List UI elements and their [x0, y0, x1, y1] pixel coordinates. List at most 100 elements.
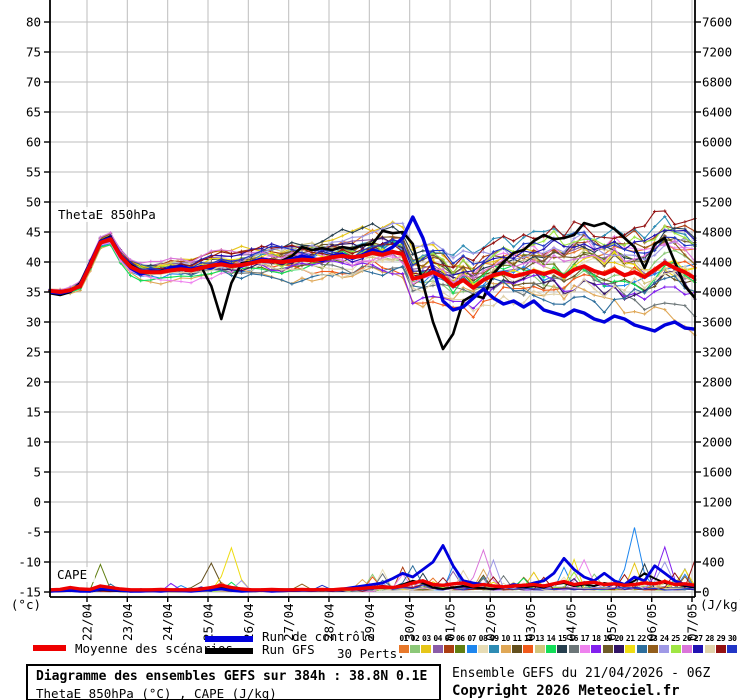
pert-02: 02 — [409, 634, 420, 653]
date-label: 03/05 — [523, 603, 538, 641]
pert-number: 06 — [455, 634, 465, 643]
svg-text:4400: 4400 — [702, 255, 732, 270]
pert-color-swatch — [557, 645, 568, 653]
diagram-subtitle: ThetaE 850hPa (°C) , CAPE (J/kg) — [36, 686, 277, 700]
pert-number: 17 — [580, 634, 590, 643]
svg-text:7600: 7600 — [702, 15, 732, 30]
svg-text:80: 80 — [26, 15, 41, 30]
svg-text:30: 30 — [26, 315, 41, 330]
pert-07: 07 — [466, 634, 477, 653]
pert-color-swatch — [591, 645, 602, 653]
date-label: 23/04 — [120, 603, 135, 641]
svg-text:15: 15 — [26, 405, 41, 420]
pert-number: 30 — [727, 634, 737, 643]
pert-11: 11 — [511, 634, 522, 653]
pert-12: 12 — [523, 634, 534, 653]
gfs-line-swatch — [205, 648, 253, 654]
svg-text:1200: 1200 — [702, 495, 732, 510]
svg-text:5600: 5600 — [702, 165, 732, 180]
right-axis-unit: (J/kg) — [700, 597, 740, 612]
date-label: 28/04 — [322, 603, 337, 641]
control-line-swatch — [205, 636, 253, 642]
pert-01: 01 — [398, 634, 409, 653]
pert-color-swatch — [602, 645, 613, 653]
pert-number: 28 — [705, 634, 714, 643]
pert-26: 26 — [681, 634, 692, 653]
pert-color-swatch — [613, 645, 624, 653]
thetae-series-label: ThetaE 850hPa — [58, 207, 156, 222]
svg-text:70: 70 — [26, 75, 41, 90]
svg-text:1600: 1600 — [702, 465, 732, 480]
pert-color-swatch — [432, 645, 443, 653]
pert-number: 12 — [523, 634, 533, 643]
pert-color-swatch — [523, 645, 534, 653]
pert-color-swatch — [670, 645, 681, 653]
pert-20: 20 — [613, 634, 624, 653]
pert-25: 25 — [670, 634, 681, 653]
run-info: Ensemble GEFS du 21/04/2026 - 06Z — [452, 666, 711, 681]
pert-number: 18 — [591, 634, 601, 643]
pert-15: 15 — [557, 634, 568, 653]
pert-27: 27 — [693, 634, 704, 653]
date-label: 06/05 — [644, 603, 659, 641]
svg-text:-15: -15 — [18, 585, 41, 600]
pert-color-swatch — [545, 645, 556, 653]
pert-18: 18 — [591, 634, 602, 653]
pert-color-swatch — [636, 645, 647, 653]
pert-color-swatch — [511, 645, 522, 653]
pert-number: 03 — [422, 634, 431, 643]
pert-color-swatch — [681, 645, 692, 653]
svg-text:5200: 5200 — [702, 195, 732, 210]
pert-color-swatch — [727, 645, 738, 653]
mean-line-swatch — [33, 645, 66, 651]
date-label: 25/04 — [201, 603, 216, 641]
date-label: 30/04 — [402, 603, 417, 641]
pert-24: 24 — [659, 634, 670, 653]
pert-21: 21 — [625, 634, 636, 653]
pert-color-swatch — [715, 645, 726, 653]
svg-text:6400: 6400 — [702, 105, 732, 120]
perturbation-legend: 01 02 03 04 05 06 07 08 09 10 11 12 13 14 15 16 17 18 19 20… — [398, 634, 739, 653]
pert-08: 08 — [477, 634, 488, 653]
pert-number: 04 — [433, 634, 442, 643]
pert-color-swatch — [489, 645, 500, 653]
pert-10: 10 — [500, 634, 511, 653]
svg-text:400: 400 — [702, 555, 725, 570]
gfs-line — [49, 221, 696, 593]
svg-text:65: 65 — [26, 105, 41, 120]
svg-text:6000: 6000 — [702, 135, 732, 150]
legend-control-label: Run de contrôle — [262, 629, 375, 644]
pert-number: 19 — [603, 634, 612, 643]
mean-line — [49, 237, 697, 592]
pert-03: 03 — [421, 634, 432, 653]
cape-series-label: CAPE — [57, 567, 87, 582]
date-label: 04/05 — [564, 603, 579, 641]
svg-text:5: 5 — [33, 465, 41, 480]
pert-number: 24 — [659, 634, 669, 643]
svg-text:4800: 4800 — [702, 225, 732, 240]
pert-color-swatch — [579, 645, 590, 653]
pert-color-swatch — [693, 645, 704, 653]
pert-color-swatch — [704, 645, 715, 653]
axes — [49, 0, 696, 598]
date-label: 02/05 — [483, 603, 498, 641]
pert-22: 22 — [636, 634, 647, 653]
pert-number: 21 — [625, 634, 635, 643]
pert-13: 13 — [534, 634, 545, 653]
svg-text:3200: 3200 — [702, 345, 732, 360]
pert-19: 19 — [602, 634, 613, 653]
ensemble-chart: ThetaE 850hPa CAPE 807570656055504540353… — [11, 0, 740, 642]
axis-labels: 80757065605550454035302520151050-5-10-15… — [11, 15, 740, 642]
svg-text:35: 35 — [26, 285, 41, 300]
svg-text:0: 0 — [33, 495, 41, 510]
svg-text:2000: 2000 — [702, 435, 732, 450]
pert-number: 14 — [546, 634, 556, 643]
pert-number: 07 — [467, 634, 476, 643]
pert-14: 14 — [545, 634, 556, 653]
pert-number: 13 — [535, 634, 544, 643]
pert-number: 09 — [489, 634, 499, 643]
pert-28: 28 — [704, 634, 715, 653]
svg-text:-5: -5 — [26, 525, 41, 540]
pert-number: 23 — [648, 634, 658, 643]
svg-text:60: 60 — [26, 135, 41, 150]
